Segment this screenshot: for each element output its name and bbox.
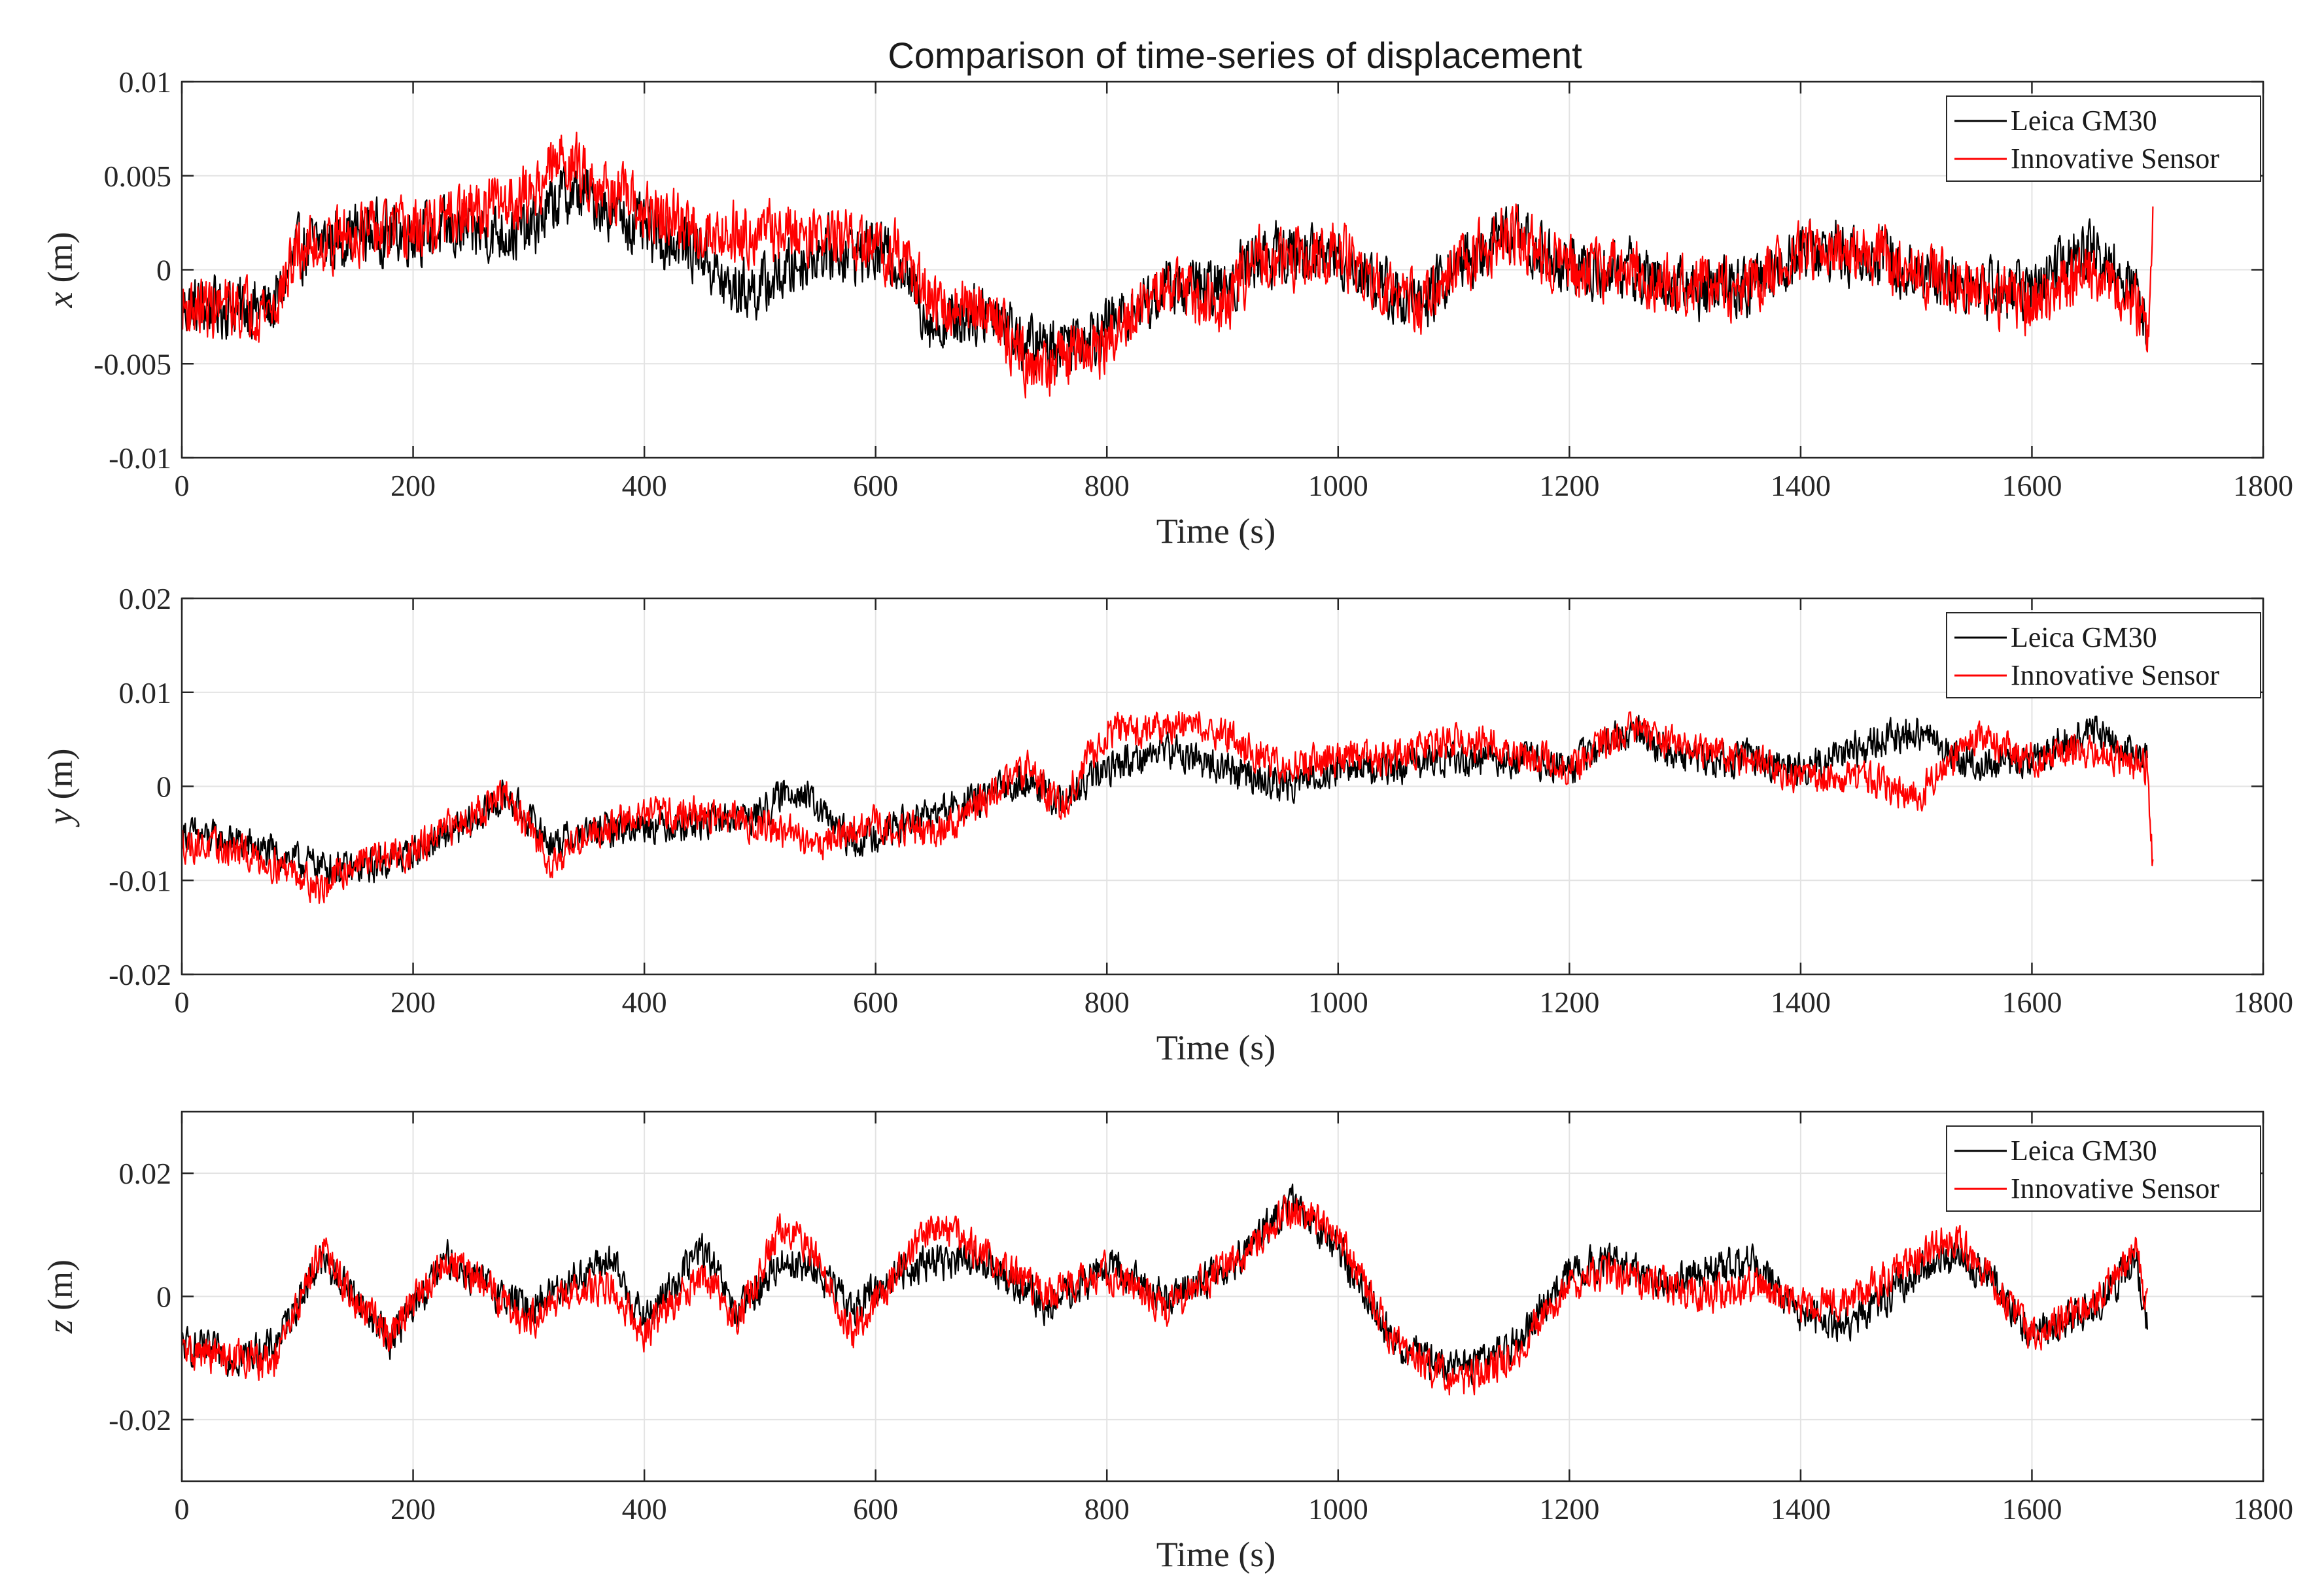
y-axis-label: z (m) bbox=[41, 1259, 80, 1334]
y-axis-label: y (m) bbox=[41, 749, 80, 828]
x-tick-label: 1200 bbox=[1539, 469, 1599, 502]
x-axis-label: Time (s) bbox=[1156, 1028, 1276, 1067]
x-tick-label: 200 bbox=[390, 985, 436, 1019]
legend-box bbox=[1946, 1125, 2261, 1212]
series-line-innovative-sensor bbox=[181, 711, 2154, 904]
y-tick-label: 0.005 bbox=[104, 160, 172, 193]
x-tick-label: 800 bbox=[1084, 469, 1130, 502]
x-tick-label: 0 bbox=[175, 985, 190, 1019]
legend-entry: Innovative Sensor bbox=[2011, 659, 2219, 691]
x-tick-label: 1200 bbox=[1539, 1492, 1599, 1526]
x-tick-label: 800 bbox=[1084, 1492, 1130, 1526]
y-tick-label: -0.01 bbox=[109, 864, 171, 897]
y-tick-label: 0 bbox=[156, 770, 171, 804]
x-tick-label: 1000 bbox=[1308, 469, 1368, 502]
x-tick-label: 400 bbox=[622, 1492, 667, 1526]
y-tick-label: -0.02 bbox=[109, 958, 171, 991]
y-tick-label: 0 bbox=[156, 1280, 171, 1314]
y-tick-label: 0.01 bbox=[119, 676, 172, 710]
legend-entry: Innovative Sensor bbox=[2011, 1173, 2219, 1205]
x-axis-label: Time (s) bbox=[1156, 511, 1276, 551]
y-tick-label: -0.01 bbox=[109, 441, 171, 475]
y-tick-label: 0.02 bbox=[119, 582, 172, 615]
x-tick-label: 1200 bbox=[1539, 985, 1599, 1019]
y-axis-label-unit: (m) bbox=[41, 1259, 80, 1310]
series-line-innovative-sensor bbox=[181, 1195, 2148, 1396]
x-tick-label: 600 bbox=[853, 1492, 898, 1526]
y-axis-label-variable: x bbox=[41, 292, 80, 308]
x-tick-label: 1000 bbox=[1308, 1492, 1368, 1526]
y-axis-label-variable: z bbox=[41, 1320, 80, 1334]
x-tick-label: 1000 bbox=[1308, 985, 1368, 1019]
x-tick-label: 1800 bbox=[2233, 469, 2293, 502]
y-tick-label: 0.01 bbox=[119, 65, 172, 99]
legend-entry: Leica GM30 bbox=[2011, 621, 2157, 653]
legend-entry: Innovative Sensor bbox=[2011, 143, 2219, 175]
x-tick-label: 200 bbox=[390, 1492, 436, 1526]
legend-box bbox=[1946, 612, 2261, 698]
y-axis-label-unit: (m) bbox=[41, 232, 80, 283]
x-tick-label: 400 bbox=[622, 469, 667, 502]
y-tick-label: 0 bbox=[156, 254, 171, 287]
x-axis-label: Time (s) bbox=[1156, 1535, 1276, 1574]
y-axis-label: x (m) bbox=[41, 232, 80, 309]
y-tick-label: -0.005 bbox=[94, 347, 171, 381]
x-tick-label: 1600 bbox=[2002, 985, 2062, 1019]
y-tick-label: 0.02 bbox=[119, 1157, 172, 1190]
x-tick-label: 1800 bbox=[2233, 985, 2293, 1019]
x-tick-label: 1600 bbox=[2002, 469, 2062, 502]
panel-x-displacement: 0 200 400 600 800 1000 1200 1400 1600 1800 -0.01 -0… bbox=[41, 65, 2293, 551]
legend-box bbox=[1946, 95, 2261, 182]
x-tick-label: 1400 bbox=[1771, 985, 1831, 1019]
x-tick-label: 200 bbox=[390, 469, 436, 502]
x-tick-label: 1800 bbox=[2233, 1492, 2293, 1526]
x-tick-label: 600 bbox=[853, 469, 898, 502]
panel-z-displacement: 0 200 400 600 800 1000 1200 1400 1600 1800 -0.02 0 0… bbox=[41, 1110, 2293, 1574]
x-tick-label: 0 bbox=[175, 469, 190, 502]
y-tick-label: -0.02 bbox=[109, 1403, 171, 1437]
legend-entry: Leica GM30 bbox=[2011, 1135, 2157, 1167]
series-line-innovative-sensor bbox=[181, 131, 2154, 399]
x-tick-label: 400 bbox=[622, 985, 667, 1019]
legend-entry: Leica GM30 bbox=[2011, 105, 2157, 137]
series-line-leica-gm30 bbox=[181, 165, 2148, 377]
chart-title: Comparison of time-series of displacemen… bbox=[888, 35, 1582, 76]
x-tick-label: 800 bbox=[1084, 985, 1130, 1019]
x-tick-label: 1400 bbox=[1771, 469, 1831, 502]
x-tick-label: 0 bbox=[175, 1492, 190, 1526]
x-tick-label: 1600 bbox=[2002, 1492, 2062, 1526]
y-axis-label-unit: (m) bbox=[41, 749, 80, 800]
y-axis-label-variable: y bbox=[41, 808, 80, 827]
x-tick-label: 1400 bbox=[1771, 1492, 1831, 1526]
x-tick-label: 600 bbox=[853, 985, 898, 1019]
panel-y-displacement: 0 200 400 600 800 1000 1200 1400 1600 1800 -0.02 -0… bbox=[41, 582, 2293, 1067]
